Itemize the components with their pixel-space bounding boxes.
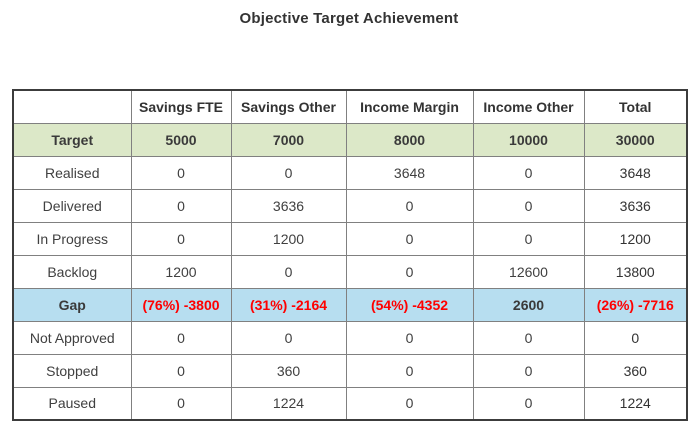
table-row: Not Approved 0 0 0 0 0 <box>12 320 688 355</box>
table-cell: 0 <box>345 386 474 421</box>
objective-target-table: Savings FTE Savings Other Income Margin Inc… <box>12 89 688 421</box>
table-row: Paused 0 1224 0 0 1224 <box>12 386 688 421</box>
column-header: Savings Other <box>230 89 347 124</box>
row-label: Not Approved <box>12 320 132 355</box>
table-cell: 1224 <box>583 386 688 421</box>
table-cell: 10000 <box>472 122 585 157</box>
table-cell: 0 <box>472 386 585 421</box>
table-row: Target 5000 7000 8000 10000 30000 <box>12 122 688 157</box>
page-title: Objective Target Achievement <box>239 10 459 27</box>
table-cell: 0 <box>130 386 232 421</box>
column-header: Total <box>583 89 688 124</box>
table-cell: 0 <box>130 353 232 388</box>
table-cell: 0 <box>472 221 585 256</box>
table-cell: 5000 <box>130 122 232 157</box>
table-cell: (26%) -7716 <box>583 287 688 322</box>
row-label: Paused <box>12 386 132 421</box>
table-cell: 13800 <box>583 254 688 289</box>
table-cell: 3648 <box>345 155 474 190</box>
table-cell: 1224 <box>230 386 347 421</box>
row-label: Target <box>12 122 132 157</box>
table-cell: (76%) -3800 <box>130 287 232 322</box>
column-header: Income Other <box>472 89 585 124</box>
table-cell: 0 <box>130 221 232 256</box>
table-cell: 1200 <box>230 221 347 256</box>
row-label: Gap <box>12 287 132 322</box>
table-cell: 0 <box>472 353 585 388</box>
table-cell: 360 <box>230 353 347 388</box>
row-label: Backlog <box>12 254 132 289</box>
table-row: Realised 0 0 3648 0 3648 <box>12 155 688 190</box>
table-cell: 0 <box>345 254 474 289</box>
table-cell: 0 <box>345 320 474 355</box>
row-label: In Progress <box>12 221 132 256</box>
table-cell: 0 <box>472 155 585 190</box>
table-cell: 1200 <box>583 221 688 256</box>
table-row: In Progress 0 1200 0 0 1200 <box>12 221 688 256</box>
table-row: Gap (76%) -3800 (31%) -2164 (54%) -4352 2600… <box>12 287 688 322</box>
table-cell: 30000 <box>583 122 688 157</box>
table-cell: (31%) -2164 <box>230 287 347 322</box>
table-cell: 0 <box>130 320 232 355</box>
table-cell: 0 <box>130 188 232 223</box>
row-label: Delivered <box>12 188 132 223</box>
table-cell: 0 <box>130 155 232 190</box>
table-row: Stopped 0 360 0 0 360 <box>12 353 688 388</box>
table-row: Delivered 0 3636 0 0 3636 <box>12 188 688 223</box>
table-cell: 3636 <box>230 188 347 223</box>
table-cell: 0 <box>345 221 474 256</box>
table-cell: 7000 <box>230 122 347 157</box>
header-row: Savings FTE Savings Other Income Margin Inc… <box>12 89 688 124</box>
table-cell: 0 <box>230 254 347 289</box>
table-cell: 0 <box>345 188 474 223</box>
table-cell: 360 <box>583 353 688 388</box>
table-cell: 8000 <box>345 122 474 157</box>
table-row: Backlog 1200 0 0 12600 13800 <box>12 254 688 289</box>
table-cell: 0 <box>345 353 474 388</box>
table-cell: 3636 <box>583 188 688 223</box>
table-cell: 0 <box>583 320 688 355</box>
corner-cell <box>12 89 132 124</box>
table-cell: (54%) -4352 <box>345 287 474 322</box>
table-body: Target 5000 7000 8000 10000 30000 Realised 0 0 36… <box>12 122 688 421</box>
table-cell: 0 <box>472 188 585 223</box>
table-cell: 2600 <box>472 287 585 322</box>
table-cell: 1200 <box>130 254 232 289</box>
table-cell: 12600 <box>472 254 585 289</box>
table-cell: 3648 <box>583 155 688 190</box>
row-label: Stopped <box>12 353 132 388</box>
row-label: Realised <box>12 155 132 190</box>
column-header: Savings FTE <box>130 89 232 124</box>
table-cell: 0 <box>472 320 585 355</box>
table-cell: 0 <box>230 155 347 190</box>
table-cell: 0 <box>230 320 347 355</box>
column-header: Income Margin <box>345 89 474 124</box>
